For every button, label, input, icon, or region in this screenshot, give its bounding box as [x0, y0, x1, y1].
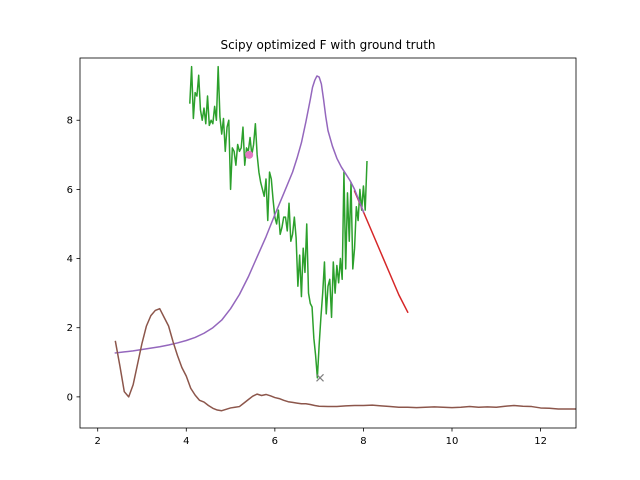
x-tick-label: 6 — [272, 436, 278, 447]
y-tick-label: 0 — [67, 392, 73, 403]
series-layer — [114, 65, 576, 412]
series-line-1 — [189, 65, 368, 379]
x-axis: 2 4 6 8 10 12 — [95, 428, 547, 447]
y-tick-label: 6 — [67, 185, 73, 196]
point-marker-circle — [245, 150, 254, 159]
chart-title: Scipy optimized F with ground truth — [220, 38, 435, 52]
x-tick-label: 2 — [95, 436, 101, 447]
y-tick-label: 2 — [67, 323, 73, 334]
series-line-4 — [114, 307, 576, 412]
x-tick-label: 12 — [534, 436, 547, 447]
x-tick-label: 8 — [360, 436, 366, 447]
x-tick-label: 4 — [183, 436, 189, 447]
x-tick-label: 10 — [446, 436, 459, 447]
plot-area — [80, 58, 576, 428]
axes-background — [80, 58, 576, 428]
y-tick-label: 4 — [67, 254, 73, 265]
y-tick-label: 8 — [67, 116, 73, 127]
y-axis: 0 2 4 6 8 — [67, 116, 80, 403]
point-marker-x — [316, 373, 324, 382]
axes-frame — [79, 57, 577, 429]
